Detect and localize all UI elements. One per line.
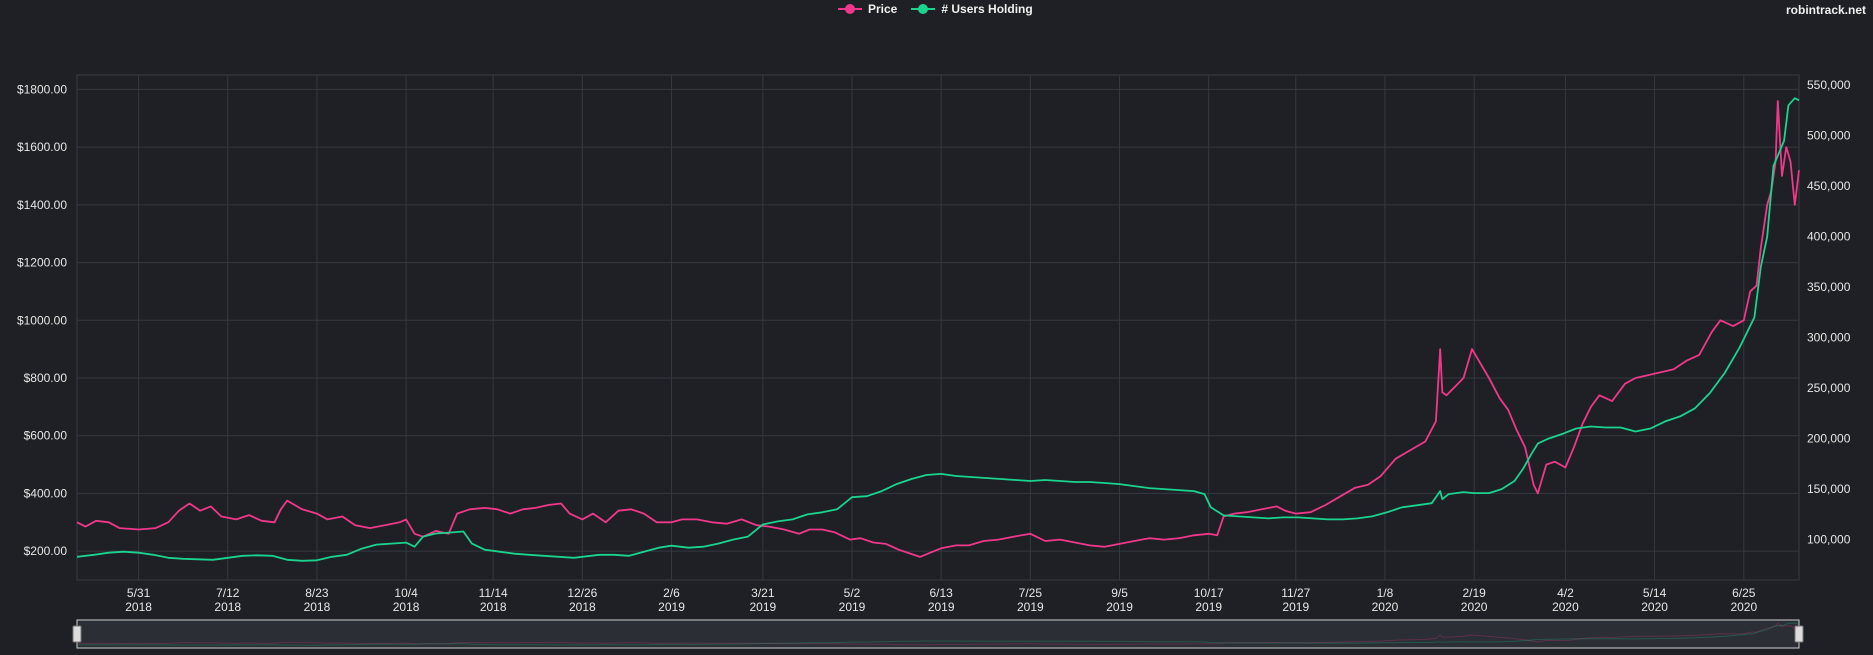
range-navigator[interactable]	[72, 619, 1804, 649]
navigator-series-line	[76, 622, 1800, 646]
right-tick-label: 500,000	[1807, 129, 1851, 143]
x-tick-label-date: 5/31	[127, 586, 151, 600]
x-tick-label-date: 1/8	[1377, 586, 1394, 600]
x-tick-label-date: 7/25	[1019, 586, 1043, 600]
right-axis-ticks: 100,000 150,000 200,000 250,000 300,000 350,0…	[1807, 78, 1851, 546]
x-tick-label-date: 9/5	[1111, 586, 1128, 600]
navigator-track[interactable]	[76, 619, 1800, 649]
right-tick-label: 100,000	[1807, 533, 1851, 547]
left-tick-label: $600.00	[24, 429, 68, 443]
x-tick-label-date: 2/6	[663, 586, 680, 600]
price-legend-marker-icon	[838, 2, 862, 16]
right-tick-label: 300,000	[1807, 331, 1851, 345]
x-tick-label-year: 2020	[1641, 600, 1668, 614]
left-tick-label: $400.00	[24, 486, 68, 500]
x-tick-label-date: 8/23	[305, 586, 329, 600]
x-tick-label-date: 10/4	[394, 586, 418, 600]
right-tick-label: 150,000	[1807, 482, 1851, 496]
series-line-users-holding	[76, 97, 1800, 562]
navigator-series-line	[76, 622, 1800, 646]
x-tick-label-date: 4/2	[1557, 586, 1574, 600]
x-tick-label-year: 2019	[1282, 600, 1309, 614]
x-tick-label-date: 12/26	[567, 586, 597, 600]
x-tick-label-date: 6/25	[1732, 586, 1756, 600]
legend-item-users[interactable]: # Users Holding	[911, 2, 1033, 16]
navigator-right-handle[interactable]	[1794, 625, 1804, 643]
left-tick-label: $1800.00	[17, 82, 67, 96]
x-tick-label-year: 2018	[480, 600, 507, 614]
right-tick-label: 350,000	[1807, 280, 1851, 294]
x-tick-label-date: 11/14	[479, 586, 508, 600]
right-tick-label: 550,000	[1807, 78, 1851, 92]
x-tick-label-year: 2019	[839, 600, 866, 614]
legend-label-users: # Users Holding	[941, 2, 1033, 16]
right-tick-label: 450,000	[1807, 179, 1851, 193]
x-tick-label-year: 2019	[1106, 600, 1133, 614]
x-tick-label-date: 6/13	[930, 586, 954, 600]
x-tick-label-date: 11/27	[1281, 586, 1310, 600]
x-tick-label-year: 2020	[1730, 600, 1757, 614]
x-tick-label-year: 2018	[569, 600, 596, 614]
x-tick-label-date: 10/17	[1194, 586, 1224, 600]
x-tick-label-year: 2018	[214, 600, 241, 614]
left-tick-label: $1600.00	[17, 140, 67, 154]
x-tick-label-year: 2019	[928, 600, 955, 614]
navigator-left-handle[interactable]	[72, 625, 82, 643]
users-legend-marker-icon	[911, 2, 936, 16]
right-tick-label: 250,000	[1807, 381, 1851, 395]
legend-label-price: Price	[868, 2, 898, 16]
series-lines	[76, 97, 1800, 562]
x-tick-label-date: 7/12	[216, 586, 240, 600]
watermark: robintrack.net	[1785, 3, 1866, 17]
x-tick-label-year: 2019	[1195, 600, 1222, 614]
grid	[76, 74, 1800, 581]
x-tick-label-year: 2018	[304, 600, 331, 614]
chart-legend: Price # Users Holding	[838, 2, 1033, 16]
left-tick-label: $800.00	[24, 371, 68, 385]
plot-frame	[76, 74, 1800, 581]
series-line-price	[76, 100, 1800, 558]
x-tick-label-year: 2020	[1461, 600, 1488, 614]
legend-item-price[interactable]: Price	[838, 2, 897, 16]
x-tick-label-date: 5/14	[1643, 586, 1667, 600]
x-tick-label-year: 2018	[125, 600, 152, 614]
left-tick-label: $1200.00	[17, 256, 67, 270]
x-tick-label-year: 2020	[1552, 600, 1579, 614]
right-tick-label: 200,000	[1807, 432, 1851, 446]
x-tick-label-date: 5/2	[844, 586, 861, 600]
x-axis-ticks: 5/3120187/1220188/23201810/4201811/14201…	[125, 586, 1757, 614]
right-tick-label: 400,000	[1807, 230, 1851, 244]
x-tick-label-year: 2019	[1017, 600, 1044, 614]
left-tick-label: $200.00	[24, 544, 68, 558]
left-tick-label: $1400.00	[17, 198, 67, 212]
x-tick-label-year: 2019	[658, 600, 685, 614]
left-tick-label: $1000.00	[17, 313, 67, 327]
x-tick-label-year: 2018	[393, 600, 420, 614]
x-tick-label-date: 2/19	[1462, 586, 1486, 600]
x-tick-label-year: 2019	[749, 600, 776, 614]
x-tick-label-date: 3/21	[751, 586, 775, 600]
x-tick-label-year: 2020	[1372, 600, 1399, 614]
left-axis-ticks: $200.00 $400.00 $600.00 $800.00 $1000.00 $120…	[17, 82, 67, 558]
